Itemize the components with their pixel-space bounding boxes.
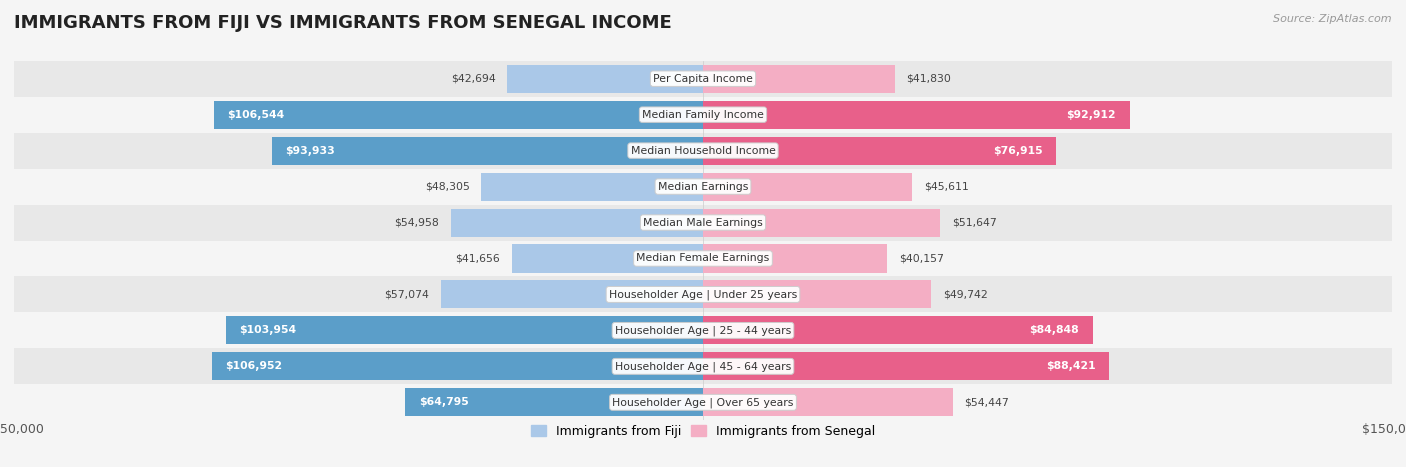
Text: $64,795: $64,795 bbox=[419, 397, 470, 407]
Text: $57,074: $57,074 bbox=[384, 290, 429, 299]
Bar bbox=[703, 100, 1130, 129]
Text: $92,912: $92,912 bbox=[1066, 110, 1116, 120]
Bar bbox=[481, 172, 703, 201]
Text: $106,952: $106,952 bbox=[225, 361, 283, 371]
Text: Householder Age | 25 - 44 years: Householder Age | 25 - 44 years bbox=[614, 325, 792, 336]
Bar bbox=[214, 100, 703, 129]
Text: $41,830: $41,830 bbox=[907, 74, 952, 84]
Text: Householder Age | Under 25 years: Householder Age | Under 25 years bbox=[609, 289, 797, 300]
Bar bbox=[14, 241, 1392, 276]
Text: $40,157: $40,157 bbox=[898, 254, 943, 263]
Bar bbox=[703, 172, 912, 201]
Text: $41,656: $41,656 bbox=[456, 254, 501, 263]
Text: $45,611: $45,611 bbox=[924, 182, 969, 191]
Text: Householder Age | Over 65 years: Householder Age | Over 65 years bbox=[612, 397, 794, 408]
Bar bbox=[703, 316, 1092, 345]
Text: $48,305: $48,305 bbox=[425, 182, 470, 191]
Legend: Immigrants from Fiji, Immigrants from Senegal: Immigrants from Fiji, Immigrants from Se… bbox=[526, 420, 880, 443]
Bar bbox=[14, 348, 1392, 384]
Text: $42,694: $42,694 bbox=[451, 74, 495, 84]
Text: $93,933: $93,933 bbox=[285, 146, 335, 156]
Bar bbox=[225, 316, 703, 345]
Text: $54,447: $54,447 bbox=[965, 397, 1010, 407]
Text: $88,421: $88,421 bbox=[1046, 361, 1095, 371]
Text: $106,544: $106,544 bbox=[228, 110, 284, 120]
Bar bbox=[441, 280, 703, 309]
Bar bbox=[703, 244, 887, 273]
Bar bbox=[271, 136, 703, 165]
Text: Median Family Income: Median Family Income bbox=[643, 110, 763, 120]
Bar bbox=[405, 388, 703, 417]
Bar bbox=[14, 133, 1392, 169]
Bar bbox=[212, 352, 703, 381]
Bar bbox=[14, 169, 1392, 205]
Text: $49,742: $49,742 bbox=[943, 290, 987, 299]
Bar bbox=[512, 244, 703, 273]
Text: $51,647: $51,647 bbox=[952, 218, 997, 227]
Text: Source: ZipAtlas.com: Source: ZipAtlas.com bbox=[1274, 14, 1392, 24]
Bar bbox=[703, 280, 931, 309]
Text: $54,958: $54,958 bbox=[394, 218, 439, 227]
Text: Median Male Earnings: Median Male Earnings bbox=[643, 218, 763, 227]
Bar bbox=[14, 205, 1392, 241]
Bar bbox=[450, 208, 703, 237]
Bar bbox=[703, 352, 1109, 381]
Text: Median Earnings: Median Earnings bbox=[658, 182, 748, 191]
Bar bbox=[14, 61, 1392, 97]
Bar bbox=[703, 388, 953, 417]
Bar bbox=[14, 97, 1392, 133]
Bar bbox=[14, 276, 1392, 312]
Text: IMMIGRANTS FROM FIJI VS IMMIGRANTS FROM SENEGAL INCOME: IMMIGRANTS FROM FIJI VS IMMIGRANTS FROM … bbox=[14, 14, 672, 32]
Bar bbox=[703, 136, 1056, 165]
Text: $76,915: $76,915 bbox=[993, 146, 1042, 156]
Bar bbox=[14, 312, 1392, 348]
Bar bbox=[703, 208, 941, 237]
Bar bbox=[508, 64, 703, 93]
Text: Median Household Income: Median Household Income bbox=[630, 146, 776, 156]
Text: Householder Age | 45 - 64 years: Householder Age | 45 - 64 years bbox=[614, 361, 792, 372]
Text: $103,954: $103,954 bbox=[239, 325, 297, 335]
Bar bbox=[703, 64, 896, 93]
Bar bbox=[14, 384, 1392, 420]
Text: Per Capita Income: Per Capita Income bbox=[652, 74, 754, 84]
Text: $84,848: $84,848 bbox=[1029, 325, 1078, 335]
Text: Median Female Earnings: Median Female Earnings bbox=[637, 254, 769, 263]
